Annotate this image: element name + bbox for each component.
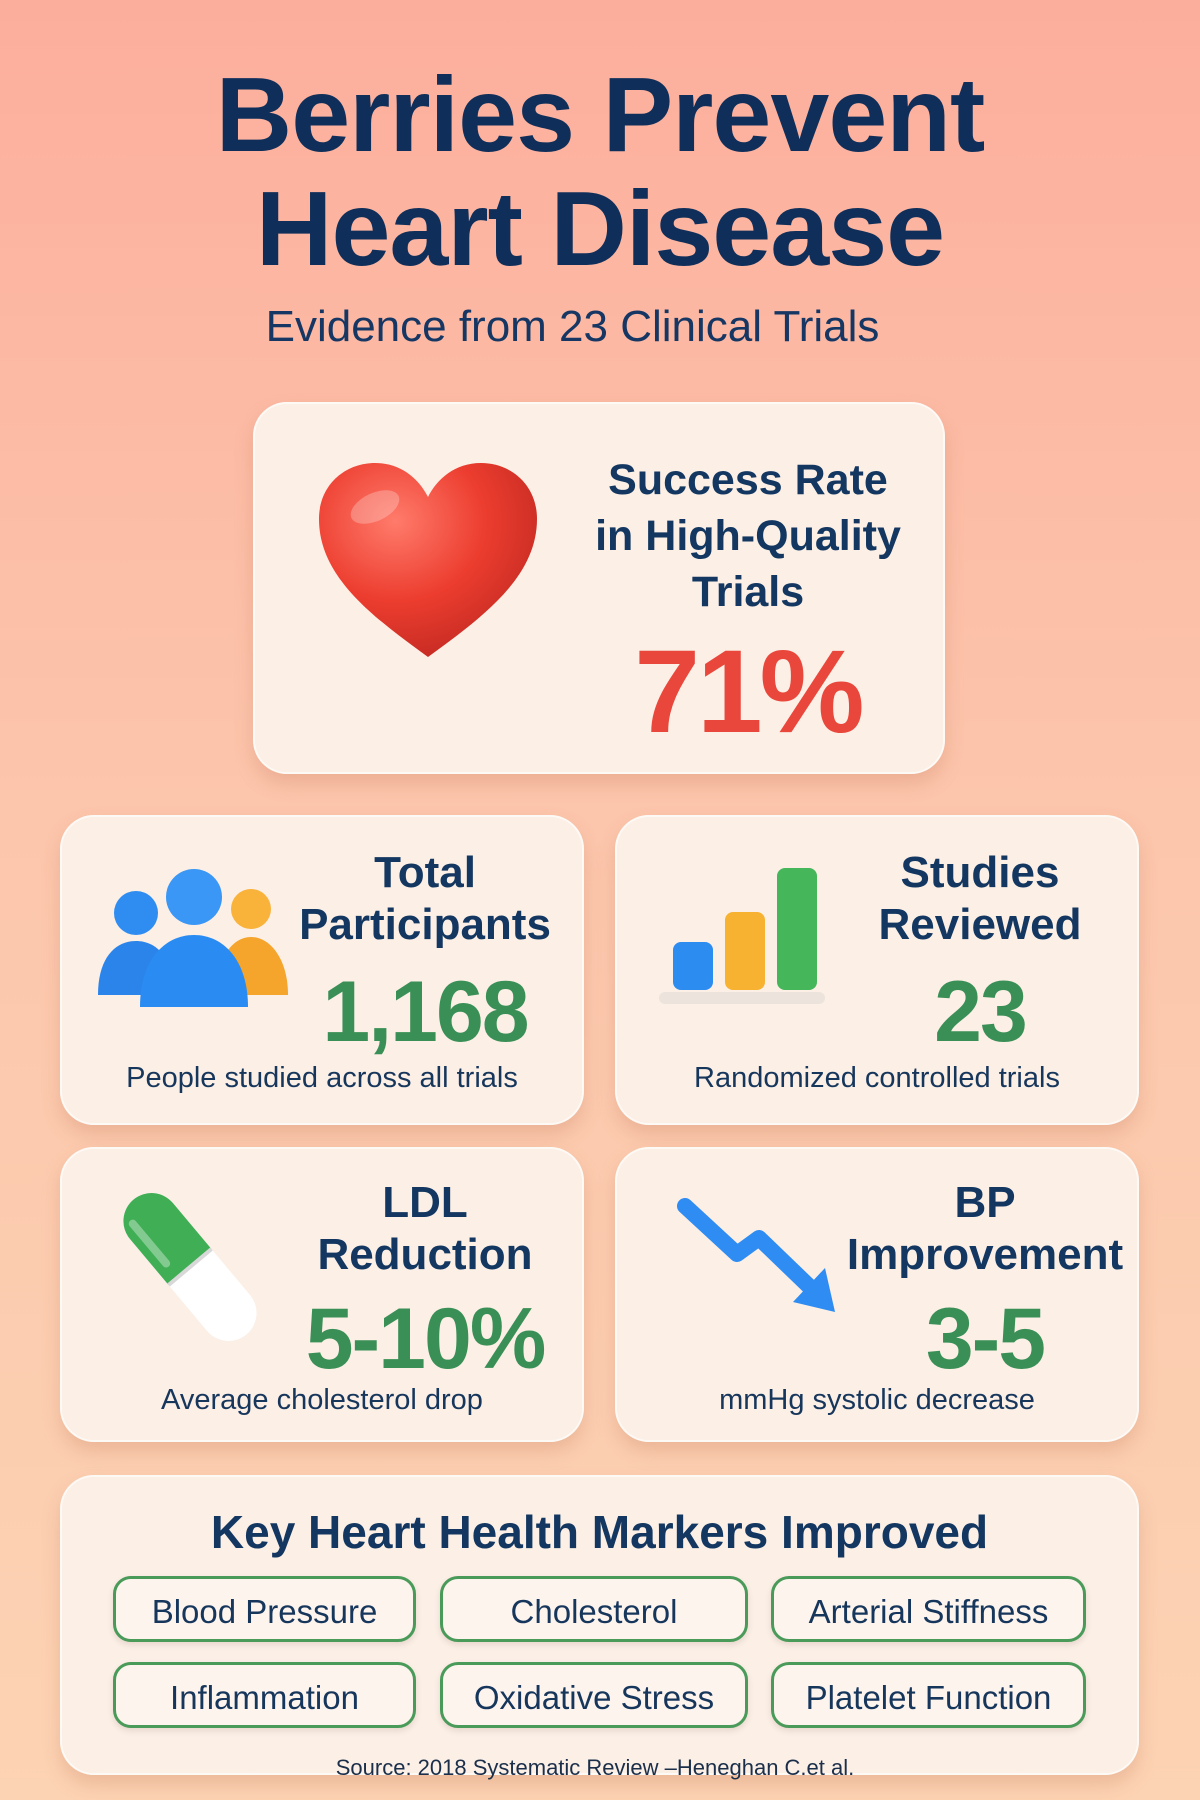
success-rate-label-line-1: Success Rate (608, 456, 888, 504)
page-subtitle: Evidence from 23 Clinical Trials (265, 302, 880, 351)
page-title: Berries Prevent Heart Disease (0, 58, 1200, 286)
ldl-reduction-card: LDL Reduction 5-10% Average cholesterol … (60, 1147, 584, 1442)
health-markers-card: Key Heart Health Markers Improved Blood … (60, 1475, 1139, 1775)
ldl-reduction-title-line-1: LDL (382, 1178, 468, 1227)
marker-chip-oxidative-stress: Oxidative Stress (440, 1662, 748, 1728)
marker-chip-cholesterol: Cholesterol (440, 1576, 748, 1642)
bp-improvement-description: mmHg systolic decrease (719, 1384, 1035, 1416)
title-line-2: Heart Disease (255, 170, 945, 288)
marker-chip-inflammation: Inflammation (113, 1662, 416, 1728)
bp-improvement-title-line-1: BP (954, 1178, 1016, 1227)
bp-improvement-title-line-2: Improvement (846, 1230, 1124, 1279)
trend-down-arrow-icon (677, 1198, 835, 1312)
bp-improvement-title: BP Improvement (835, 1177, 1135, 1281)
ldl-reduction-description: Average cholesterol drop (161, 1384, 483, 1416)
success-rate-card: Success Rate in High-Quality Trials 71% (253, 402, 945, 774)
people-icon (98, 869, 288, 1007)
ldl-reduction-title-line-2: Reduction (317, 1230, 533, 1279)
success-rate-value: 71% (634, 626, 864, 758)
studies-reviewed-card: Studies Reviewed 23 Randomized controlle… (615, 815, 1139, 1125)
total-participants-value: 1,168 (322, 964, 529, 1060)
studies-reviewed-value: 23 (934, 964, 1028, 1060)
heart-icon (319, 463, 537, 657)
total-participants-description: People studied across all trials (126, 1062, 518, 1094)
ldl-reduction-title: LDL Reduction (290, 1177, 560, 1281)
studies-reviewed-title: Studies Reviewed (835, 847, 1125, 951)
bp-improvement-value: 3-5 (925, 1291, 1046, 1387)
studies-reviewed-title-line-2: Reviewed (878, 900, 1082, 949)
marker-chip-blood-pressure: Blood Pressure (113, 1576, 416, 1642)
studies-reviewed-description: Randomized controlled trials (694, 1062, 1060, 1094)
health-markers-title: Key Heart Health Markers Improved (210, 1506, 989, 1558)
source-citation: Source: 2018 Systematic Review –Heneghan… (335, 1755, 855, 1780)
success-rate-label-line-2: in High-Quality (595, 512, 901, 560)
marker-chip-platelet-function: Platelet Function (771, 1662, 1086, 1728)
total-participants-title: Total Participants (290, 847, 560, 951)
success-rate-label-line-3: Trials (691, 568, 805, 616)
title-line-1: Berries Prevent (215, 56, 986, 174)
total-participants-title-line-1: Total (374, 848, 476, 897)
success-rate-label: Success Rate in High-Quality Trials (573, 452, 923, 620)
pill-icon (123, 1193, 257, 1341)
studies-reviewed-title-line-1: Studies (900, 848, 1060, 897)
total-participants-card: Total Participants 1,168 People studied … (60, 815, 584, 1125)
marker-chip-arterial-stiffness: Arterial Stiffness (771, 1576, 1086, 1642)
ldl-reduction-value: 5-10% (305, 1291, 547, 1387)
total-participants-title-line-2: Participants (299, 900, 551, 949)
bar-chart-icon (659, 868, 825, 1004)
bp-improvement-card: BP Improvement 3-5 mmHg systolic decreas… (615, 1147, 1139, 1442)
